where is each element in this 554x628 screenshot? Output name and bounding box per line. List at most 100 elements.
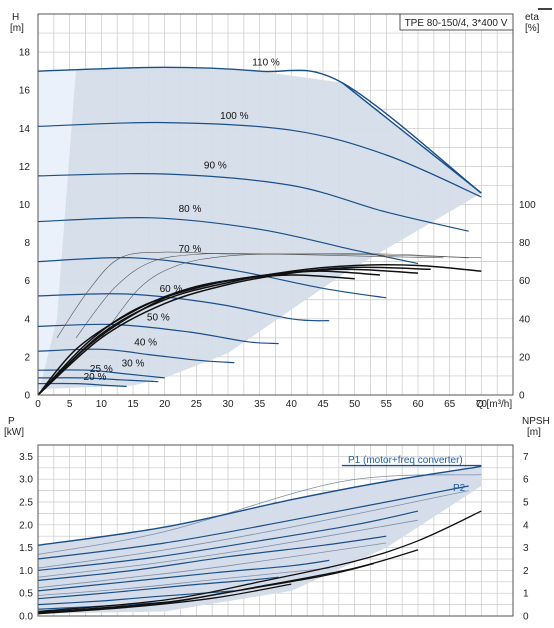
y-tick-label: 10 xyxy=(19,200,31,211)
x-tick-label: 25 xyxy=(191,399,203,410)
power-plot-frame xyxy=(37,444,514,617)
power-tick-labels: 0.0 0.5 1.0 1.5 2.0 2.5 3.0 3.5 0 1 2 3 4 5 6 7 xyxy=(19,452,529,623)
p-tick-label: 3.5 xyxy=(19,452,33,463)
speed-curve xyxy=(37,377,159,383)
speed-curve xyxy=(37,66,482,194)
p2-curve xyxy=(37,490,469,569)
chart-title: TPE 80-150/4, 3*400 V xyxy=(405,18,508,29)
title-box xyxy=(399,13,514,31)
speed-label: 110 % xyxy=(252,57,280,68)
npsh-curve xyxy=(37,583,292,615)
speed-curve xyxy=(37,293,330,322)
power-range xyxy=(38,466,482,614)
y-axis-unit-p: [kW] xyxy=(4,427,24,438)
y2-tick-label: 100 xyxy=(519,200,536,211)
power-curves xyxy=(37,464,482,610)
operating-range-area xyxy=(38,67,482,396)
p1-curve xyxy=(37,510,419,571)
y2-tick-label: 0 xyxy=(519,391,525,402)
x-tick-label: 55 xyxy=(381,399,393,410)
p1-curve xyxy=(37,465,482,546)
speed-label: 90 % xyxy=(204,160,227,171)
window-corner-icon xyxy=(538,0,552,10)
speed-label: 80 % xyxy=(179,204,202,215)
p2-curve xyxy=(37,474,482,555)
x-axis-label: Q [m³/h] xyxy=(476,399,512,410)
x-tick-label: 0 xyxy=(35,399,41,410)
y-tick-label: 4 xyxy=(24,314,30,325)
x-tick-label: 65 xyxy=(444,399,456,410)
p1-curve xyxy=(37,590,235,606)
p1-curve xyxy=(37,559,330,592)
x-tick-label: 20 xyxy=(159,399,171,410)
x-tick-label: 5 xyxy=(67,399,73,410)
npsh-tick-label: 1 xyxy=(523,589,529,600)
speed-label: 20 % xyxy=(84,372,107,383)
head-plot-frame xyxy=(37,13,514,396)
speed-curve xyxy=(37,172,469,232)
series-label-p1: P1 (motor+freq converter) xyxy=(348,455,463,466)
x-tick-label: 10 xyxy=(96,399,108,410)
x-tick-label: 60 xyxy=(412,399,424,410)
p-tick-label: 2.5 xyxy=(19,498,33,509)
speed-curve xyxy=(37,256,387,299)
y-tick-label: 14 xyxy=(19,124,31,135)
p-tick-label: 1.5 xyxy=(19,543,33,554)
max-power-edge xyxy=(341,82,482,194)
operating-range xyxy=(38,67,482,390)
npsh-tick-label: 3 xyxy=(523,543,529,554)
speed-curve xyxy=(37,348,235,364)
p1-curve xyxy=(37,485,469,560)
efficiency-thin-curve xyxy=(101,253,469,339)
npsh-tick-label: 6 xyxy=(523,475,529,486)
p-tick-label: 1.0 xyxy=(19,566,33,577)
p-tick-label: 2.0 xyxy=(19,520,33,531)
head-efficiency-panel: 0 5 10 15 20 25 30 35 40 45 50 55 60 65 70 0 2 4 6 8 10 12 14 1… xyxy=(10,12,540,410)
npsh-tick-label: 4 xyxy=(523,520,529,531)
npsh-tick-label: 0 xyxy=(523,612,529,623)
x-tick-label: 45 xyxy=(317,399,329,410)
y2-axis-label-npsh: NPSH xyxy=(522,416,550,427)
y-tick-label: 18 xyxy=(19,48,31,59)
efficiency-thin-curve xyxy=(75,253,444,339)
y-tick-label: 8 xyxy=(24,238,30,249)
speed-label: 30 % xyxy=(122,358,145,369)
efficiency-curve xyxy=(37,266,431,396)
npsh-tick-label: 2 xyxy=(523,566,529,577)
speed-curve xyxy=(37,121,482,198)
y2-axis-unit-npsh: [m] xyxy=(527,427,541,438)
p2-curve xyxy=(37,519,419,578)
speed-label: 40 % xyxy=(134,337,157,348)
head-tick-labels: 0 5 10 15 20 25 30 35 40 45 50 55 60 65 70 0 2 4 6 8 10 12 14 1… xyxy=(19,48,536,410)
p-tick-label: 0.5 xyxy=(19,589,33,600)
npsh-curve xyxy=(37,510,482,613)
y2-tick-label: 80 xyxy=(519,238,531,249)
speed-label: 100 % xyxy=(220,111,248,122)
efficiency-curves xyxy=(37,251,482,396)
efficiency-curve xyxy=(37,274,355,396)
series-label-p2: P2 xyxy=(453,483,466,494)
x-tick-label: 50 xyxy=(349,399,361,410)
p2-curve xyxy=(37,567,330,596)
y-tick-label: 0 xyxy=(24,391,30,402)
y-axis-unit-h: [m] xyxy=(10,23,24,34)
min-flow-zone xyxy=(38,69,76,396)
speed-label: 50 % xyxy=(147,313,170,324)
speed-label: 70 % xyxy=(179,244,202,255)
y2-tick-label: 20 xyxy=(519,352,531,363)
power-range-area xyxy=(38,466,482,614)
y-axis-label-h: H xyxy=(12,12,19,23)
x-tick-label: 30 xyxy=(222,399,234,410)
p2-curve xyxy=(37,542,387,589)
x-tick-label: 35 xyxy=(254,399,266,410)
p1-curve xyxy=(37,535,387,581)
npsh-tick-label: 7 xyxy=(523,452,529,463)
speed-label: 60 % xyxy=(160,284,183,295)
y2-tick-label: 60 xyxy=(519,276,531,287)
y2-axis-unit-eta: [%] xyxy=(525,23,540,34)
p1-curve xyxy=(37,576,279,600)
p-tick-label: 0.0 xyxy=(19,612,33,623)
speed-label: 25 % xyxy=(90,364,113,375)
y2-tick-label: 40 xyxy=(519,314,531,325)
